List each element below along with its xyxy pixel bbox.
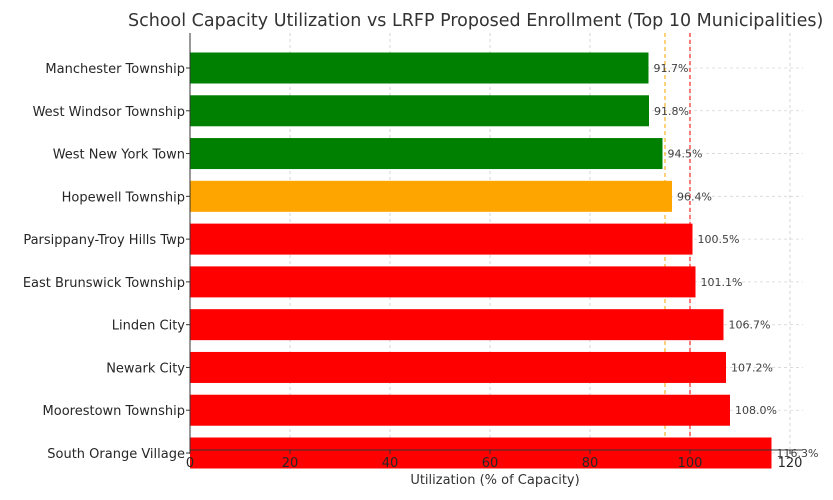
- y-tick-label: West Windsor Township: [33, 105, 185, 120]
- bar: [190, 394, 730, 426]
- bars: [190, 52, 772, 469]
- data-label: 91.8%: [654, 105, 689, 118]
- bar: [190, 138, 663, 170]
- x-tick-label: 80: [582, 456, 599, 471]
- data-label: 100.5%: [698, 233, 740, 246]
- x-axis-label: Utilization (% of Capacity): [410, 473, 579, 488]
- y-tick-label: East Brunswick Township: [23, 276, 185, 291]
- bar: [190, 52, 649, 84]
- data-label: 101.1%: [701, 276, 743, 289]
- y-tick-label: Newark City: [106, 361, 185, 376]
- bar: [190, 223, 693, 255]
- y-tick-label: Hopewell Township: [62, 190, 185, 205]
- y-tick-label: South Orange Village: [47, 447, 185, 462]
- bar: [190, 437, 772, 469]
- bar: [190, 309, 724, 341]
- data-label: 116.3%: [777, 447, 819, 460]
- data-label: 107.2%: [731, 361, 773, 374]
- data-label: 91.7%: [654, 62, 689, 75]
- y-tick-label: West New York Town: [53, 148, 185, 163]
- y-tick-label: Manchester Township: [45, 62, 185, 77]
- x-tick-label: 0: [186, 456, 194, 471]
- bar: [190, 266, 696, 298]
- bar: [190, 180, 672, 212]
- x-tick-label: 120: [778, 456, 803, 471]
- x-tick-label: 20: [282, 456, 299, 471]
- data-label: 96.4%: [677, 190, 712, 203]
- data-label: 106.7%: [729, 319, 771, 332]
- data-labels: 91.7% 91.8% 94.5% 96.4% 100.5% 101.1% 106.7% 10…: [654, 62, 819, 460]
- data-label: 94.5%: [668, 148, 703, 161]
- data-label: 108.0%: [735, 404, 777, 417]
- chart-title: School Capacity Utilization vs LRFP Prop…: [128, 11, 823, 31]
- bar: [190, 351, 726, 383]
- x-tick-label: 100: [678, 456, 703, 471]
- bar: [190, 95, 649, 127]
- x-tick-label: 60: [482, 456, 499, 471]
- y-tick-label: Moorestown Township: [43, 404, 185, 419]
- y-tick-label: Linden City: [112, 319, 186, 334]
- x-tick-label: 40: [382, 456, 399, 471]
- y-tick-label: Parsippany-Troy Hills Twp: [23, 233, 185, 248]
- axes: Manchester Township West Windsor Township…: [23, 33, 803, 471]
